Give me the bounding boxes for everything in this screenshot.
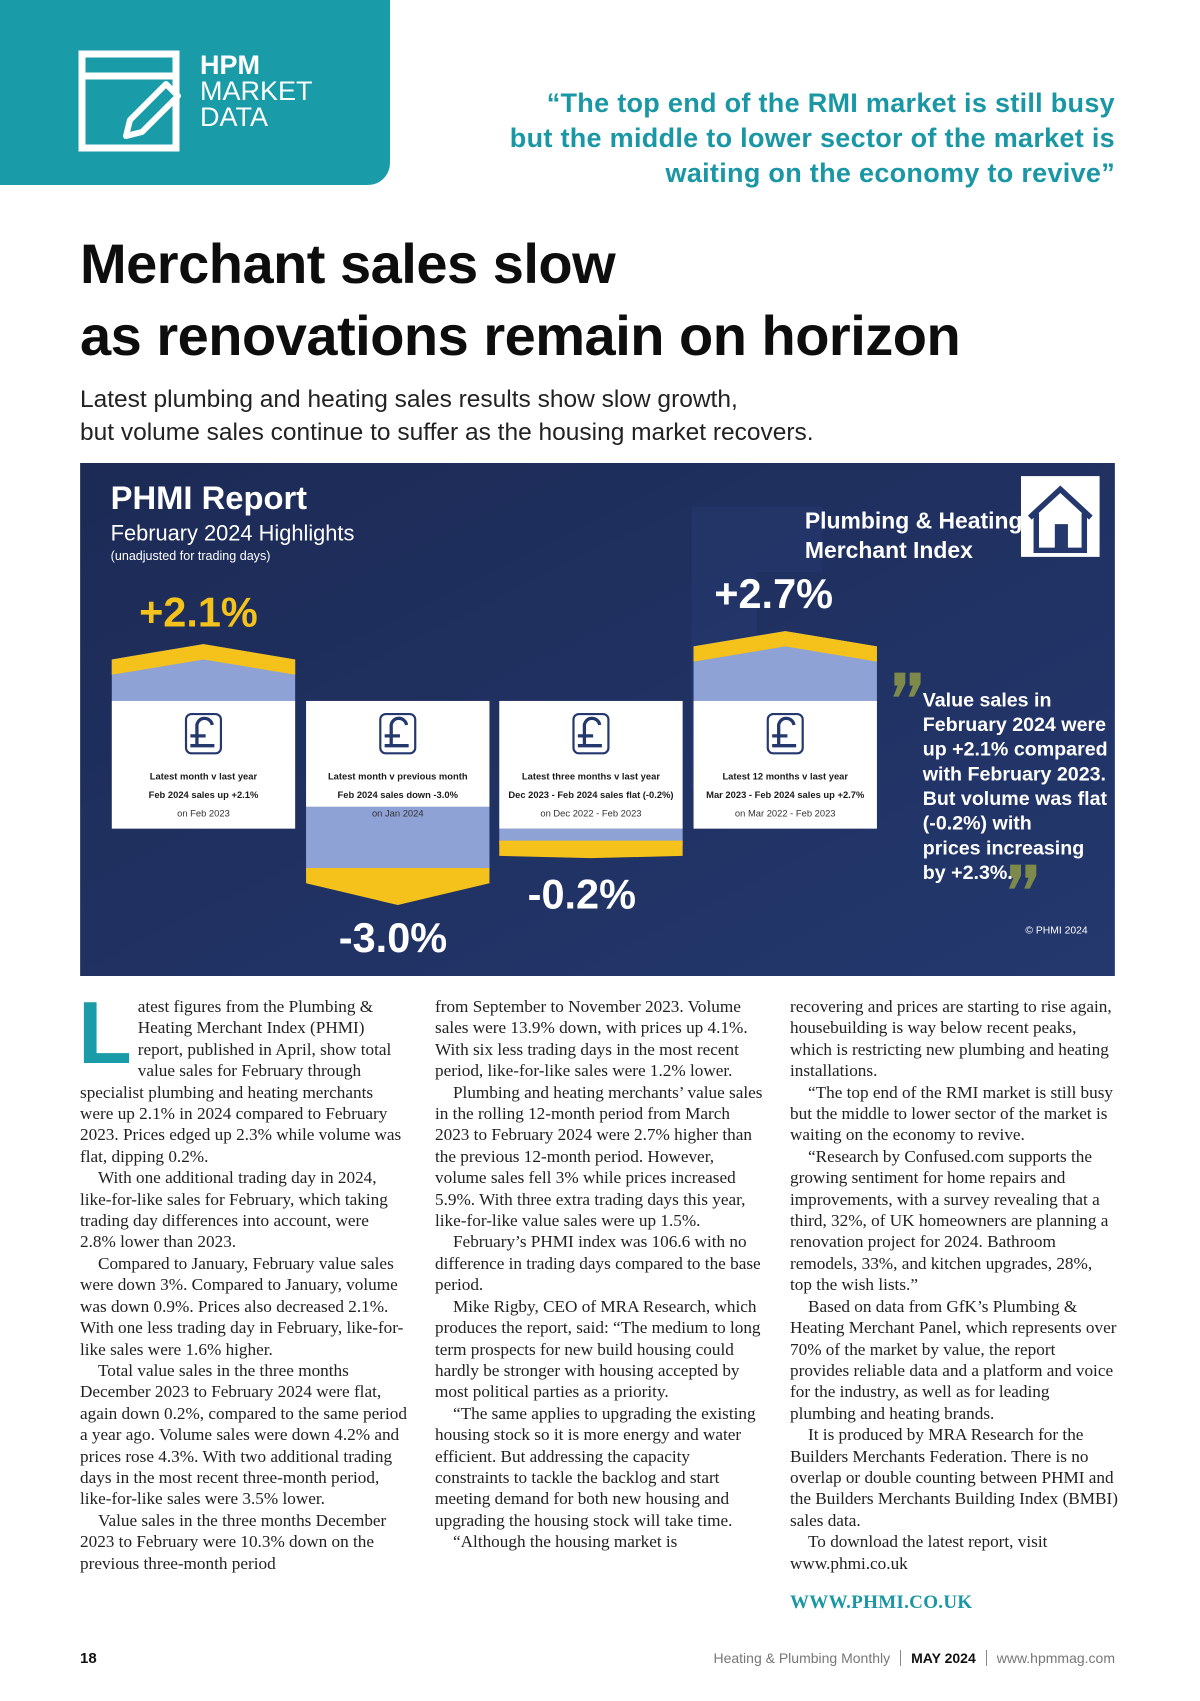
brand-name: HPM MARKET DATA [200, 50, 313, 132]
pound-icon [379, 712, 417, 755]
logo-text: Plumbing & Heating [805, 507, 1023, 533]
page-number: 18 [80, 1650, 97, 1667]
brand-line: HPM [200, 50, 260, 80]
pound-icon [190, 716, 215, 748]
paragraph: Total value sales in the three months De… [80, 1360, 407, 1509]
quote-line: (-0.2%) with [923, 813, 1032, 835]
card-detail: Dec 2023 - Feb 2024 sales flat (-0.2%) [508, 790, 673, 800]
infographic-subtitle: February 2024 Highlights [111, 520, 355, 545]
paragraph: “The top end of the RMI market is still … [790, 1082, 1114, 1145]
quote-line: up +2.1% compared [923, 739, 1108, 761]
paragraph: “Research by Confused.com supports the g… [790, 1146, 1109, 1295]
paragraph: To download the latest report, visit www… [790, 1532, 1048, 1573]
header-block: HPM MARKET DATA [0, 0, 390, 185]
pull-quote-line: waiting on the economy to revive” [665, 158, 1115, 188]
quote-line: with February 2023. [922, 763, 1106, 785]
paragraph: February’s PHMI index was 106.6 with no … [435, 1232, 761, 1295]
paragraph: recovering and prices are starting to ri… [790, 997, 1112, 1081]
brand-line: DATA [200, 102, 269, 132]
website-link: WWW.PHMI.CO.UK [790, 1591, 973, 1611]
banner [306, 806, 490, 873]
quote-line: But volume was flat [923, 788, 1108, 810]
banner-edge [499, 840, 683, 859]
card-label: Latest three months v last year [522, 772, 660, 782]
card-label: Latest 12 months v last year [722, 772, 848, 782]
card-label: Latest month v previous month [328, 772, 468, 782]
paragraph: Mike Rigby, CEO of MRA Research, which p… [435, 1296, 761, 1402]
body-column: from September to November 2023. Volume … [435, 996, 763, 1611]
footer: 18 Heating & Plumbing Monthly MAY 2024 w… [80, 1650, 1115, 1670]
card-period: on Dec 2022 - Feb 2023 [540, 809, 641, 819]
drop-cap: L [80, 996, 132, 1082]
publication: Heating & Plumbing Monthly [713, 1650, 891, 1666]
quote-mark [893, 672, 921, 697]
paragraph: from September to November 2023. Volume … [435, 997, 748, 1081]
pound-icon [384, 716, 409, 748]
copyright: © PHMI 2024 [1025, 925, 1088, 936]
pull-quote-line: “The top end of the RMI market is still … [546, 88, 1115, 118]
banner-edge [306, 867, 490, 906]
quote-mark [1008, 864, 1037, 889]
card [693, 700, 877, 829]
pound-icon [577, 716, 602, 748]
pound-icon [184, 712, 223, 755]
infographic-note: (unadjusted for trading days) [111, 549, 271, 563]
logo-text: Merchant Index [805, 537, 973, 563]
pound-icon [572, 712, 610, 755]
standfirst-line: Latest plumbing and heating sales result… [80, 386, 738, 413]
brand-line: MARKET [200, 76, 313, 106]
quote-line: February 2024 were [923, 714, 1106, 736]
card-figure: +2.1% [139, 589, 258, 636]
logo-icon [1020, 476, 1100, 557]
paragraph: “The same applies to upgrading the exist… [435, 1403, 756, 1530]
footer-info: Heating & Plumbing Monthly MAY 2024 www.… [703, 1650, 1115, 1666]
card-figure: -0.2% [528, 870, 636, 917]
card-figure: +2.7% [714, 570, 833, 617]
quote-line: Value sales in [923, 689, 1052, 711]
card-detail: Feb 2024 sales down -3.0% [338, 790, 459, 800]
pull-quote-line: but the middle to lower sector of the ma… [509, 123, 1115, 153]
paragraph: Based on data from GfK’s Plumbing & Heat… [790, 1296, 1117, 1423]
headline: Merchant sales slow as renovations remain… [80, 228, 961, 372]
infographic: PHMI Report February 2024 Highlights (unad… [80, 463, 1115, 976]
headline-line: Merchant sales slow [80, 232, 616, 295]
quote-line: by +2.3%. [923, 862, 1013, 884]
paragraph: Plumbing and heating merchants’ value sa… [435, 1082, 763, 1231]
paragraph: Compared to January, February value sale… [80, 1253, 404, 1359]
paragraph: It is produced by MRA Research for the B… [790, 1425, 1118, 1530]
card-period: on Jan 2024 [372, 809, 424, 819]
quote-line: prices increasing [923, 837, 1084, 859]
standfirst-line: but volume sales continue to suffer as t… [80, 419, 814, 446]
pound-icon [772, 716, 797, 748]
headline-line: as renovations remain on horizon [80, 304, 961, 367]
brand-icon [78, 50, 181, 152]
card-figure: -3.0% [339, 914, 447, 961]
card [499, 700, 683, 829]
paragraph: Value sales in the three months December… [80, 1510, 387, 1573]
issue: MAY 2024 [900, 1650, 986, 1666]
infographic-title: PHMI Report [111, 479, 308, 516]
standfirst: Latest plumbing and heating sales result… [80, 383, 814, 449]
card [111, 700, 296, 829]
paragraph: With one additional trading day in 2024,… [80, 1168, 388, 1252]
card-detail: Feb 2024 sales up +2.1% [149, 790, 259, 800]
card-label: Latest month v last year [150, 772, 258, 782]
paragraph: “Although the housing market is [453, 1532, 678, 1552]
body-column: recovering and prices are starting to ri… [790, 996, 1118, 1611]
website: www.hpmmag.com [985, 1650, 1115, 1666]
pound-icon [766, 712, 804, 755]
pull-quote: “The top end of the RMI market is still … [510, 86, 1115, 191]
card-period: on Mar 2022 - Feb 2023 [735, 809, 836, 819]
card-detail: Mar 2023 - Feb 2024 sales up +2.7% [706, 790, 865, 800]
card-period: on Feb 2023 [177, 809, 230, 819]
paragraph-text: atest figures from the Plumbing & Heatin… [80, 997, 402, 1166]
